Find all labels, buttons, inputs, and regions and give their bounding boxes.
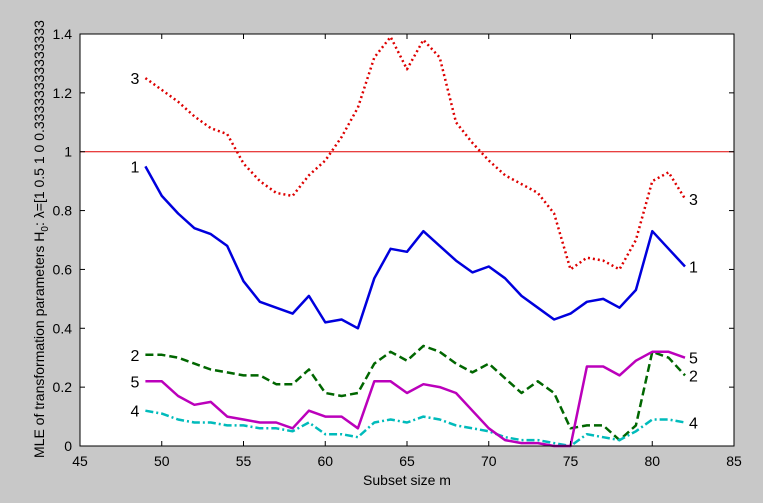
y-tick-label: 1.4 bbox=[53, 26, 73, 42]
y-tick-label: 1 bbox=[64, 144, 72, 160]
x-tick-label: 80 bbox=[644, 453, 660, 469]
y-tick-label: 0.8 bbox=[53, 203, 73, 219]
series-end-label: 5 bbox=[689, 351, 698, 368]
series-line-2 bbox=[145, 344, 686, 442]
y-axis-label: MLE of transformation parameters H0: λ=[… bbox=[31, 20, 51, 458]
y-tick-label: 1.2 bbox=[53, 85, 73, 101]
series-start-label: 3 bbox=[130, 71, 139, 88]
series-start-label: 5 bbox=[130, 374, 139, 391]
y-tick-label: 0.4 bbox=[53, 320, 73, 336]
y-axis-label-main: MLE of transformation parameters H bbox=[31, 232, 47, 458]
y-tick-label: 0.6 bbox=[53, 261, 73, 277]
series-end-label: 1 bbox=[689, 259, 698, 276]
x-tick-label: 65 bbox=[399, 453, 415, 469]
x-tick-label: 60 bbox=[317, 453, 333, 469]
plot-area bbox=[80, 34, 734, 446]
x-tick-label: 70 bbox=[481, 453, 497, 469]
x-tick-label: 45 bbox=[72, 453, 88, 469]
series-line-3 bbox=[144, 35, 687, 271]
x-axis-label: Subset size m bbox=[363, 472, 451, 488]
x-tick-label: 50 bbox=[154, 453, 170, 469]
y-tick-label: 0 bbox=[64, 438, 72, 454]
series-start-label: 2 bbox=[130, 348, 139, 365]
y-axis-label-subscript: 0 bbox=[40, 226, 51, 232]
series-start-label: 1 bbox=[130, 159, 139, 176]
series-end-label: 4 bbox=[689, 415, 698, 432]
series-end-label: 2 bbox=[689, 368, 698, 385]
x-tick-label: 75 bbox=[563, 453, 579, 469]
series-end-label: 3 bbox=[689, 192, 698, 209]
x-tick-label: 55 bbox=[236, 453, 252, 469]
y-tick-label: 0.2 bbox=[53, 379, 73, 395]
y-axis-label-tail: : λ=[1 0.5 1 0 0.33333333333333 bbox=[31, 20, 47, 226]
series-line-4 bbox=[145, 409, 686, 448]
x-tick-label: 85 bbox=[726, 453, 742, 469]
series-start-label: 4 bbox=[130, 404, 139, 421]
series-line-1 bbox=[144, 165, 686, 330]
series-line-5 bbox=[145, 350, 686, 448]
